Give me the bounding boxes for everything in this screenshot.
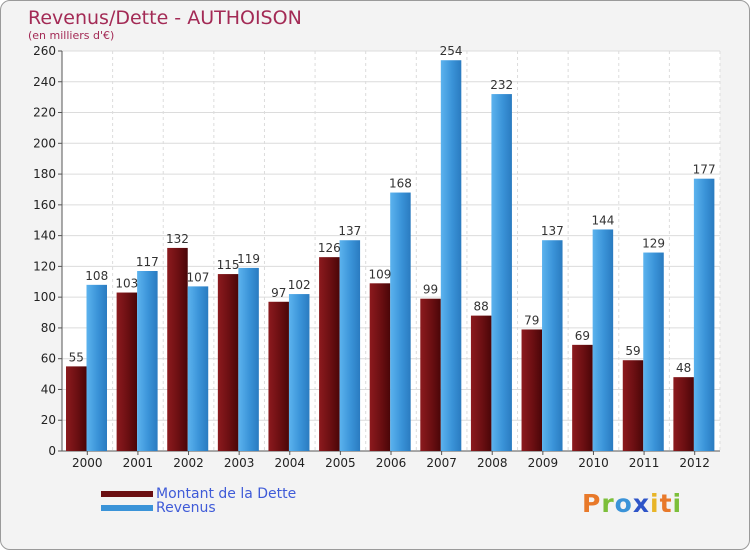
data-label: 108 (85, 269, 108, 283)
x-tick-label: 2005 (325, 456, 356, 470)
bar-dette (369, 283, 391, 451)
x-tick-label: 2006 (376, 456, 407, 470)
data-label: 79 (524, 313, 539, 327)
logo-letter: x (632, 489, 650, 518)
x-tick-label: 2008 (477, 456, 508, 470)
x-tick-label: 2009 (528, 456, 559, 470)
chart-title: Revenus/Dette - AUTHOISON (28, 7, 302, 29)
proxiti-logo: Proxiti (582, 489, 682, 518)
y-tick-label: 120 (33, 259, 56, 273)
y-tick-label: 160 (33, 198, 56, 212)
bar-dette (622, 360, 644, 451)
legend-swatch-dette (101, 491, 153, 497)
data-label: 97 (271, 286, 286, 300)
bar-dette (116, 292, 138, 451)
bar-revenus (440, 60, 462, 451)
y-tick-label: 40 (41, 382, 56, 396)
bar-dette (673, 377, 694, 451)
data-label: 48 (676, 361, 691, 375)
y-tick-label: 0 (48, 444, 56, 458)
bar-dette (572, 344, 593, 451)
data-label: 254 (440, 44, 463, 58)
data-label: 137 (338, 224, 361, 238)
data-label: 144 (591, 213, 614, 227)
bar-revenus (542, 240, 563, 451)
x-tick-label: 2007 (426, 456, 457, 470)
data-label: 107 (187, 270, 210, 284)
data-label: 137 (541, 224, 564, 238)
y-tick-label: 60 (41, 352, 56, 366)
logo-letter: r (601, 489, 615, 518)
bar-revenus (86, 284, 107, 451)
x-tick-label: 2003 (224, 456, 255, 470)
x-tick-label: 2000 (72, 456, 103, 470)
data-label: 55 (69, 350, 84, 364)
data-label: 117 (136, 255, 159, 269)
logo-letter: i (650, 489, 660, 518)
legend-swatch-revenus (101, 505, 153, 511)
chart-subtitle: (en milliers d'€) (28, 29, 115, 42)
data-label: 69 (575, 329, 590, 343)
y-tick-label: 20 (41, 413, 56, 427)
legend-label-dette: Montant de la Dette (156, 486, 297, 502)
bar-revenus (592, 229, 614, 451)
data-label: 115 (217, 258, 240, 272)
logo-letter: t (659, 489, 673, 518)
data-label: 59 (625, 344, 640, 358)
bar-dette (66, 366, 87, 451)
y-tick-label: 200 (33, 136, 56, 150)
y-tick-label: 140 (33, 229, 56, 243)
data-label: 119 (237, 252, 260, 266)
x-tick-label: 2012 (679, 456, 710, 470)
bar-revenus (390, 192, 411, 452)
data-label: 129 (642, 237, 665, 251)
bar-dette (217, 274, 239, 451)
logo-letter: i (672, 489, 683, 518)
y-tick-label: 80 (41, 321, 56, 335)
bar-revenus (693, 178, 715, 451)
bar-revenus (288, 294, 310, 451)
logo-letter: P (582, 489, 602, 518)
data-label: 126 (318, 241, 341, 255)
bar-dette (268, 301, 289, 451)
bar-revenus (187, 286, 209, 451)
x-tick-label: 2011 (629, 456, 660, 470)
data-label: 88 (474, 300, 489, 314)
legend-label-revenus: Revenus (156, 500, 216, 516)
data-label: 132 (166, 232, 189, 246)
logo-letter: o (614, 489, 633, 518)
data-label: 99 (423, 283, 438, 297)
bar-dette (167, 247, 188, 451)
y-tick-label: 240 (33, 75, 56, 89)
bar-revenus (339, 240, 361, 451)
x-tick-label: 2002 (173, 456, 204, 470)
data-label: 177 (693, 163, 716, 177)
x-tick-label: 2001 (123, 456, 154, 470)
bar-dette (521, 329, 543, 451)
data-label: 102 (288, 278, 311, 292)
x-tick-label: 2010 (578, 456, 609, 470)
bar-revenus (238, 267, 259, 451)
y-tick-label: 220 (33, 106, 56, 120)
y-tick-label: 180 (33, 167, 56, 181)
y-tick-label: 260 (33, 44, 56, 58)
x-tick-label: 2004 (274, 456, 305, 470)
bar-dette (319, 257, 340, 451)
bar-revenus (643, 252, 664, 451)
data-label: 103 (115, 277, 138, 291)
y-tick-label: 100 (33, 290, 56, 304)
bar-revenus (491, 94, 512, 452)
data-label: 168 (389, 177, 412, 191)
data-label: 232 (490, 78, 513, 92)
bar-revenus (137, 271, 158, 451)
bar-dette (470, 315, 492, 451)
bar-dette (420, 298, 441, 451)
data-label: 109 (368, 267, 391, 281)
